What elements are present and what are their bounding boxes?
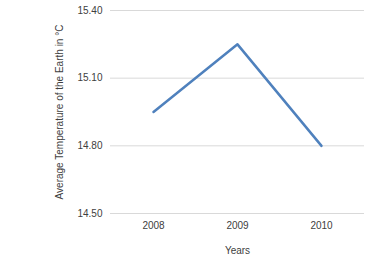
svg-text:14.80: 14.80 [77, 140, 102, 151]
svg-text:15.40: 15.40 [77, 5, 102, 16]
svg-text:2009: 2009 [226, 220, 249, 231]
svg-text:14.50: 14.50 [77, 208, 102, 219]
svg-text:Years: Years [225, 245, 250, 256]
svg-text:2010: 2010 [310, 220, 333, 231]
svg-text:2008: 2008 [142, 220, 165, 231]
svg-text:Average Temperature of the Ear: Average Temperature of the Earth in °C [54, 25, 65, 200]
svg-text:15.10: 15.10 [77, 72, 102, 83]
